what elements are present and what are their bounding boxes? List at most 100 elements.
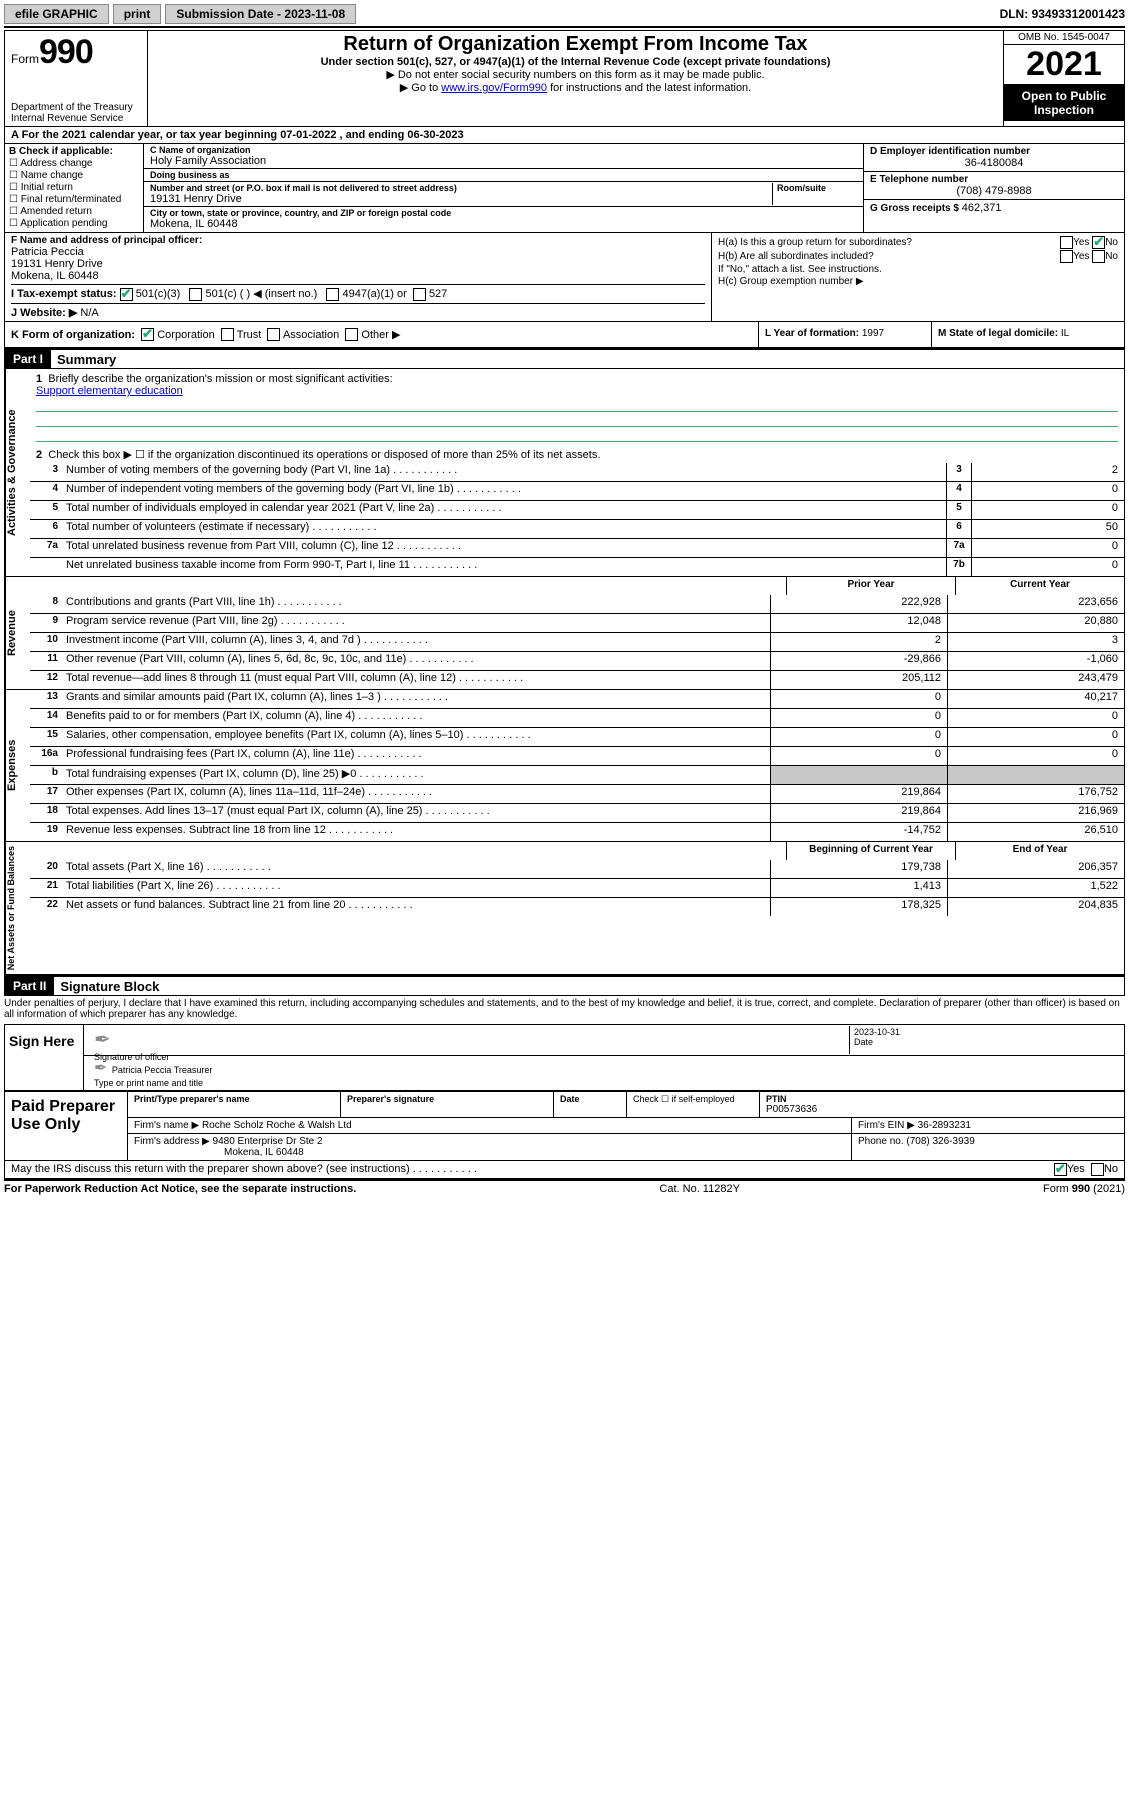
- col-ein-phone: D Employer identification number 36-4180…: [864, 144, 1124, 232]
- chk-other[interactable]: [345, 328, 358, 341]
- mission-link[interactable]: Support elementary education: [36, 385, 183, 397]
- chk-trust[interactable]: [221, 328, 234, 341]
- q2-block: 2 Check this box ▶ ☐ if the organization…: [30, 446, 1124, 463]
- prep-sig-lbl: Preparer's signature: [347, 1094, 547, 1104]
- section-governance: Activities & Governance 1 Briefly descri…: [4, 369, 1125, 577]
- opt-trust: Trust: [237, 329, 262, 341]
- firm-addr-lbl: Firm's address ▶: [134, 1136, 213, 1147]
- line-box: 6: [946, 520, 971, 538]
- firm-ein-lbl: Firm's EIN ▶: [858, 1120, 918, 1131]
- line-num: 10: [30, 633, 62, 651]
- ha-yes[interactable]: [1060, 236, 1073, 249]
- line-num: 14: [30, 709, 62, 727]
- line-text: Contributions and grants (Part VIII, lin…: [62, 595, 770, 613]
- table-row: 20 Total assets (Part X, line 16) 179,73…: [30, 860, 1124, 878]
- opt-name: Name change: [21, 170, 83, 181]
- field-street: Number and street (or P.O. box if mail i…: [144, 182, 863, 207]
- l-value: 1997: [862, 328, 884, 339]
- table-row: 7a Total unrelated business revenue from…: [30, 538, 1124, 557]
- row-j-website: J Website: ▶ N/A: [11, 303, 705, 319]
- current-value: 0: [947, 728, 1124, 746]
- hb-yes[interactable]: [1060, 250, 1073, 263]
- street-value: 19131 Henry Drive: [150, 193, 772, 205]
- opt-4947: 4947(a)(1) or: [343, 288, 407, 300]
- prior-value: 0: [770, 747, 947, 765]
- part2-header-row: Part II Signature Block: [4, 975, 1125, 996]
- chk-final[interactable]: ☐ Final return/terminated: [9, 194, 139, 205]
- line-num: 16a: [30, 747, 62, 765]
- discuss-row: May the IRS discuss this return with the…: [4, 1161, 1125, 1179]
- discuss-no: No: [1104, 1163, 1118, 1176]
- submission-date-button[interactable]: Submission Date - 2023-11-08: [165, 4, 356, 24]
- opt-final: Final return/terminated: [21, 194, 122, 205]
- discuss-yes-chk[interactable]: [1054, 1163, 1067, 1176]
- line-text: Net unrelated business taxable income fr…: [62, 558, 946, 576]
- prior-value: 0: [770, 690, 947, 708]
- line-num: 20: [30, 860, 62, 878]
- suite-label: Room/suite: [777, 183, 857, 193]
- discuss-q: May the IRS discuss this return with the…: [11, 1163, 1054, 1176]
- chk-corp[interactable]: [141, 328, 154, 341]
- ha-no[interactable]: [1092, 236, 1105, 249]
- footer-mid: Cat. No. 11282Y: [659, 1183, 740, 1195]
- field-dba: Doing business as: [144, 169, 863, 182]
- mission-line: [36, 427, 1118, 442]
- current-value: 40,217: [947, 690, 1124, 708]
- side-net: Net Assets or Fund Balances: [5, 842, 30, 974]
- discuss-no-chk[interactable]: [1091, 1163, 1104, 1176]
- form-header: Form 990 Department of the Treasury Inte…: [4, 30, 1125, 127]
- chk-527[interactable]: [413, 288, 426, 301]
- section-revenue: Revenue Prior Year Current Year 8 Contri…: [4, 577, 1125, 690]
- chk-pending[interactable]: ☐ Application pending: [9, 218, 139, 229]
- table-row: 8 Contributions and grants (Part VIII, l…: [30, 595, 1124, 613]
- chk-4947[interactable]: [326, 288, 339, 301]
- irs-link[interactable]: www.irs.gov/Form990: [441, 82, 547, 94]
- goto-post: for instructions and the latest informat…: [547, 82, 751, 94]
- hb-no[interactable]: [1092, 250, 1105, 263]
- current-value: 243,479: [947, 671, 1124, 689]
- prior-value: 0: [770, 709, 947, 727]
- form-subtitle: Under section 501(c), 527, or 4947(a)(1)…: [154, 56, 997, 68]
- current-value: 0: [947, 747, 1124, 765]
- opt-501c: 501(c) ( ) ◀ (insert no.): [206, 288, 318, 300]
- prep-self-lbl: Check ☐ if self-employed: [627, 1092, 760, 1117]
- header-center: Return of Organization Exempt From Incom…: [148, 31, 1004, 126]
- firm-phone: (708) 326-3939: [906, 1136, 974, 1147]
- page-footer: For Paperwork Reduction Act Notice, see …: [4, 1179, 1125, 1195]
- row-klm: K Form of organization: Corporation Trus…: [4, 322, 1125, 349]
- table-row: 14 Benefits paid to or for members (Part…: [30, 708, 1124, 727]
- line-text: Revenue less expenses. Subtract line 18 …: [62, 823, 770, 841]
- line-text: Total assets (Part X, line 16): [62, 860, 770, 878]
- chk-assoc[interactable]: [267, 328, 280, 341]
- firm-phone-lbl: Phone no.: [858, 1136, 906, 1147]
- hb-label: H(b) Are all subordinates included?: [718, 251, 1060, 262]
- current-value: 3: [947, 633, 1124, 651]
- firm-lbl: Firm's name ▶: [134, 1120, 202, 1131]
- col-current: Current Year: [955, 577, 1124, 595]
- chk-name-change[interactable]: ☐ Name change: [9, 170, 139, 181]
- chk-501c[interactable]: [189, 288, 202, 301]
- line-num: 19: [30, 823, 62, 841]
- prep-name-lbl: Print/Type preparer's name: [134, 1094, 334, 1104]
- chk-amended[interactable]: ☐ Amended return: [9, 206, 139, 217]
- sig-date: 2023-10-31: [854, 1027, 1114, 1037]
- tax-year: 2021: [1004, 45, 1124, 85]
- chk-address-change[interactable]: ☐ Address change: [9, 158, 139, 169]
- print-button[interactable]: print: [113, 4, 162, 24]
- efile-button[interactable]: efile GRAPHIC: [4, 4, 109, 24]
- chk-initial[interactable]: ☐ Initial return: [9, 182, 139, 193]
- ein-label: D Employer identification number: [870, 146, 1118, 157]
- opt-501c3: 501(c)(3): [136, 288, 181, 300]
- hb-no-lbl: No: [1105, 251, 1118, 262]
- table-row: 13 Grants and similar amounts paid (Part…: [30, 690, 1124, 708]
- hc-label: H(c) Group exemption number ▶: [718, 276, 864, 287]
- col-f-officer: F Name and address of principal officer:…: [5, 233, 712, 321]
- submission-label: Submission Date -: [176, 7, 284, 21]
- open-public: Open to Public Inspection: [1004, 85, 1124, 121]
- table-row: 9 Program service revenue (Part VIII, li…: [30, 613, 1124, 632]
- part1-title: Summary: [51, 352, 116, 367]
- line-num: 13: [30, 690, 62, 708]
- current-value: 26,510: [947, 823, 1124, 841]
- chk-501c3[interactable]: [120, 288, 133, 301]
- prior-value: [770, 766, 947, 784]
